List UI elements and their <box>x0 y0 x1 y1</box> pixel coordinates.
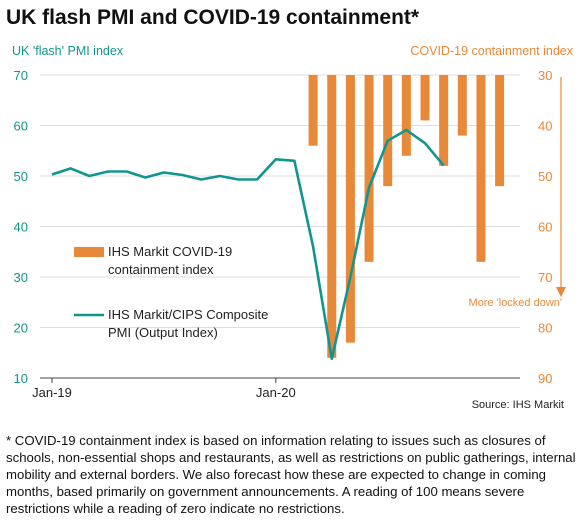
right-tick-label: 30 <box>538 68 552 83</box>
left-tick-label: 20 <box>14 321 28 336</box>
footnote: * COVID-19 containment index is based on… <box>6 433 576 516</box>
left-tick-label: 10 <box>14 371 28 386</box>
x-tick-label: Jan-20 <box>256 385 296 400</box>
left-tick-label: 40 <box>14 220 28 235</box>
x-tick-label: Jan-19 <box>32 385 72 400</box>
left-tick-label: 50 <box>14 169 28 184</box>
containment-bar <box>439 75 449 166</box>
containment-bar <box>308 75 318 146</box>
containment-bar <box>457 75 467 136</box>
pmi-line <box>51 128 445 361</box>
source-note: Source: IHS Markit <box>471 399 564 411</box>
legend-swatch-containment <box>74 247 104 257</box>
chart-title: UK flash PMI and COVID-19 containment* <box>6 6 420 29</box>
legend-label-containment: IHS Markit COVID-19 <box>108 244 232 259</box>
right-tick-label: 80 <box>538 321 552 336</box>
locked-down-arrow-head <box>556 287 566 297</box>
right-tick-label: 60 <box>538 220 552 235</box>
left-tick-label: 30 <box>14 270 28 285</box>
right-tick-label: 90 <box>538 371 552 386</box>
containment-bar <box>383 75 393 187</box>
containment-bar <box>345 75 355 343</box>
right-tick-label: 40 <box>538 119 552 134</box>
left-axis-title: UK 'flash' PMI index <box>12 44 124 58</box>
containment-bar <box>327 75 337 358</box>
containment-bar <box>420 75 430 121</box>
arrow-label: More 'locked down' <box>469 297 562 309</box>
right-tick-label: 70 <box>538 270 552 285</box>
containment-bar <box>364 75 374 262</box>
chart-canvas: 70 60 50 40 30 20 10 30 40 50 60 70 80 90 Jan-19 Jan-20… <box>14 68 566 400</box>
containment-bar <box>495 75 505 187</box>
right-tick-label: 50 <box>538 169 552 184</box>
containment-bar <box>401 75 411 156</box>
left-tick-label: 70 <box>14 68 28 83</box>
legend-label-pmi: IHS Markit/CIPS Composite <box>108 307 268 322</box>
left-tick-label: 60 <box>14 119 28 134</box>
legend-label-pmi: PMI (Output Index) <box>108 325 218 340</box>
legend-label-containment: containment index <box>108 262 214 277</box>
containment-bar <box>476 75 486 262</box>
right-axis-title: COVID-19 containment index <box>410 44 573 58</box>
